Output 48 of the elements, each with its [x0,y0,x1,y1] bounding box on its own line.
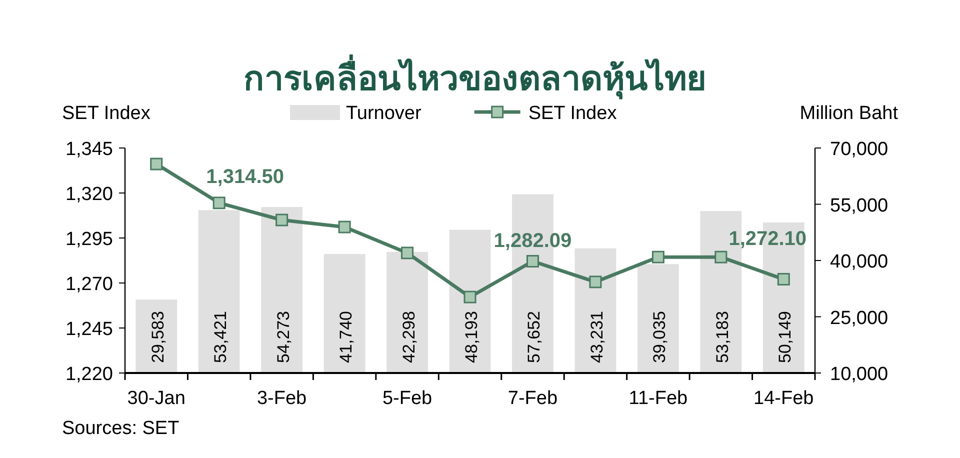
data-label: 54,273 [274,311,293,363]
point [777,272,790,286]
point [589,276,602,288]
y-tick-label: 1,245 [65,319,113,340]
y2-tick-label: 25,000 [830,308,888,329]
x-tick-label: 3-Feb [257,388,307,409]
data-label: 29,583 [148,311,168,363]
data-label: 1,282.09 [494,230,572,252]
data-label: 57,652 [524,311,544,363]
source-note: Sources: SET [62,418,180,439]
y2-tick-label: 10,000 [830,364,888,385]
y2-tick-label: 55,000 [830,195,888,216]
point [212,196,226,210]
y-tick-label: 1,345 [65,139,113,160]
point [276,214,288,226]
y-tick-label: 1,220 [65,364,113,385]
data-label: 53,421 [211,311,230,363]
data-label: 39,035 [650,311,670,363]
legend-label: SET Index [528,103,618,124]
data-label: 43,231 [587,311,606,363]
x-tick-label: 14-Feb [754,388,814,409]
point [338,220,351,234]
x-tick-label: 11-Feb [628,388,688,409]
y-axis-title: SET Index [62,103,151,124]
point [150,158,163,170]
x-tick-label: 7-Feb [508,388,558,409]
data-label: 1,272.10 [728,228,807,250]
data-label: 41,740 [336,311,356,363]
point [464,290,476,304]
point [401,246,414,260]
data-label: 53,183 [712,311,732,363]
data-label: 42,298 [399,311,418,363]
point [652,250,664,264]
y2-axis-title: Million Baht [800,103,899,124]
legend-label: Turnover [346,103,422,124]
chart-title: การเคลื่อนไหวของตลาดหุ้นไทย [244,54,706,100]
x-tick-label: 5-Feb [382,388,432,409]
y2-tick-label: 70,000 [830,139,888,160]
y-tick-label: 1,320 [65,184,113,205]
y2-tick-label: 40,000 [830,252,888,272]
point [714,250,728,264]
y-tick-label: 1,270 [65,274,113,295]
y-tick-label: 1,295 [65,229,113,250]
x-tick-label: 30-Jan [127,388,186,409]
data-label: 50,149 [776,311,795,363]
point [526,254,539,268]
data-label: 48,193 [462,311,481,363]
data-label: 1,314.50 [206,166,284,188]
